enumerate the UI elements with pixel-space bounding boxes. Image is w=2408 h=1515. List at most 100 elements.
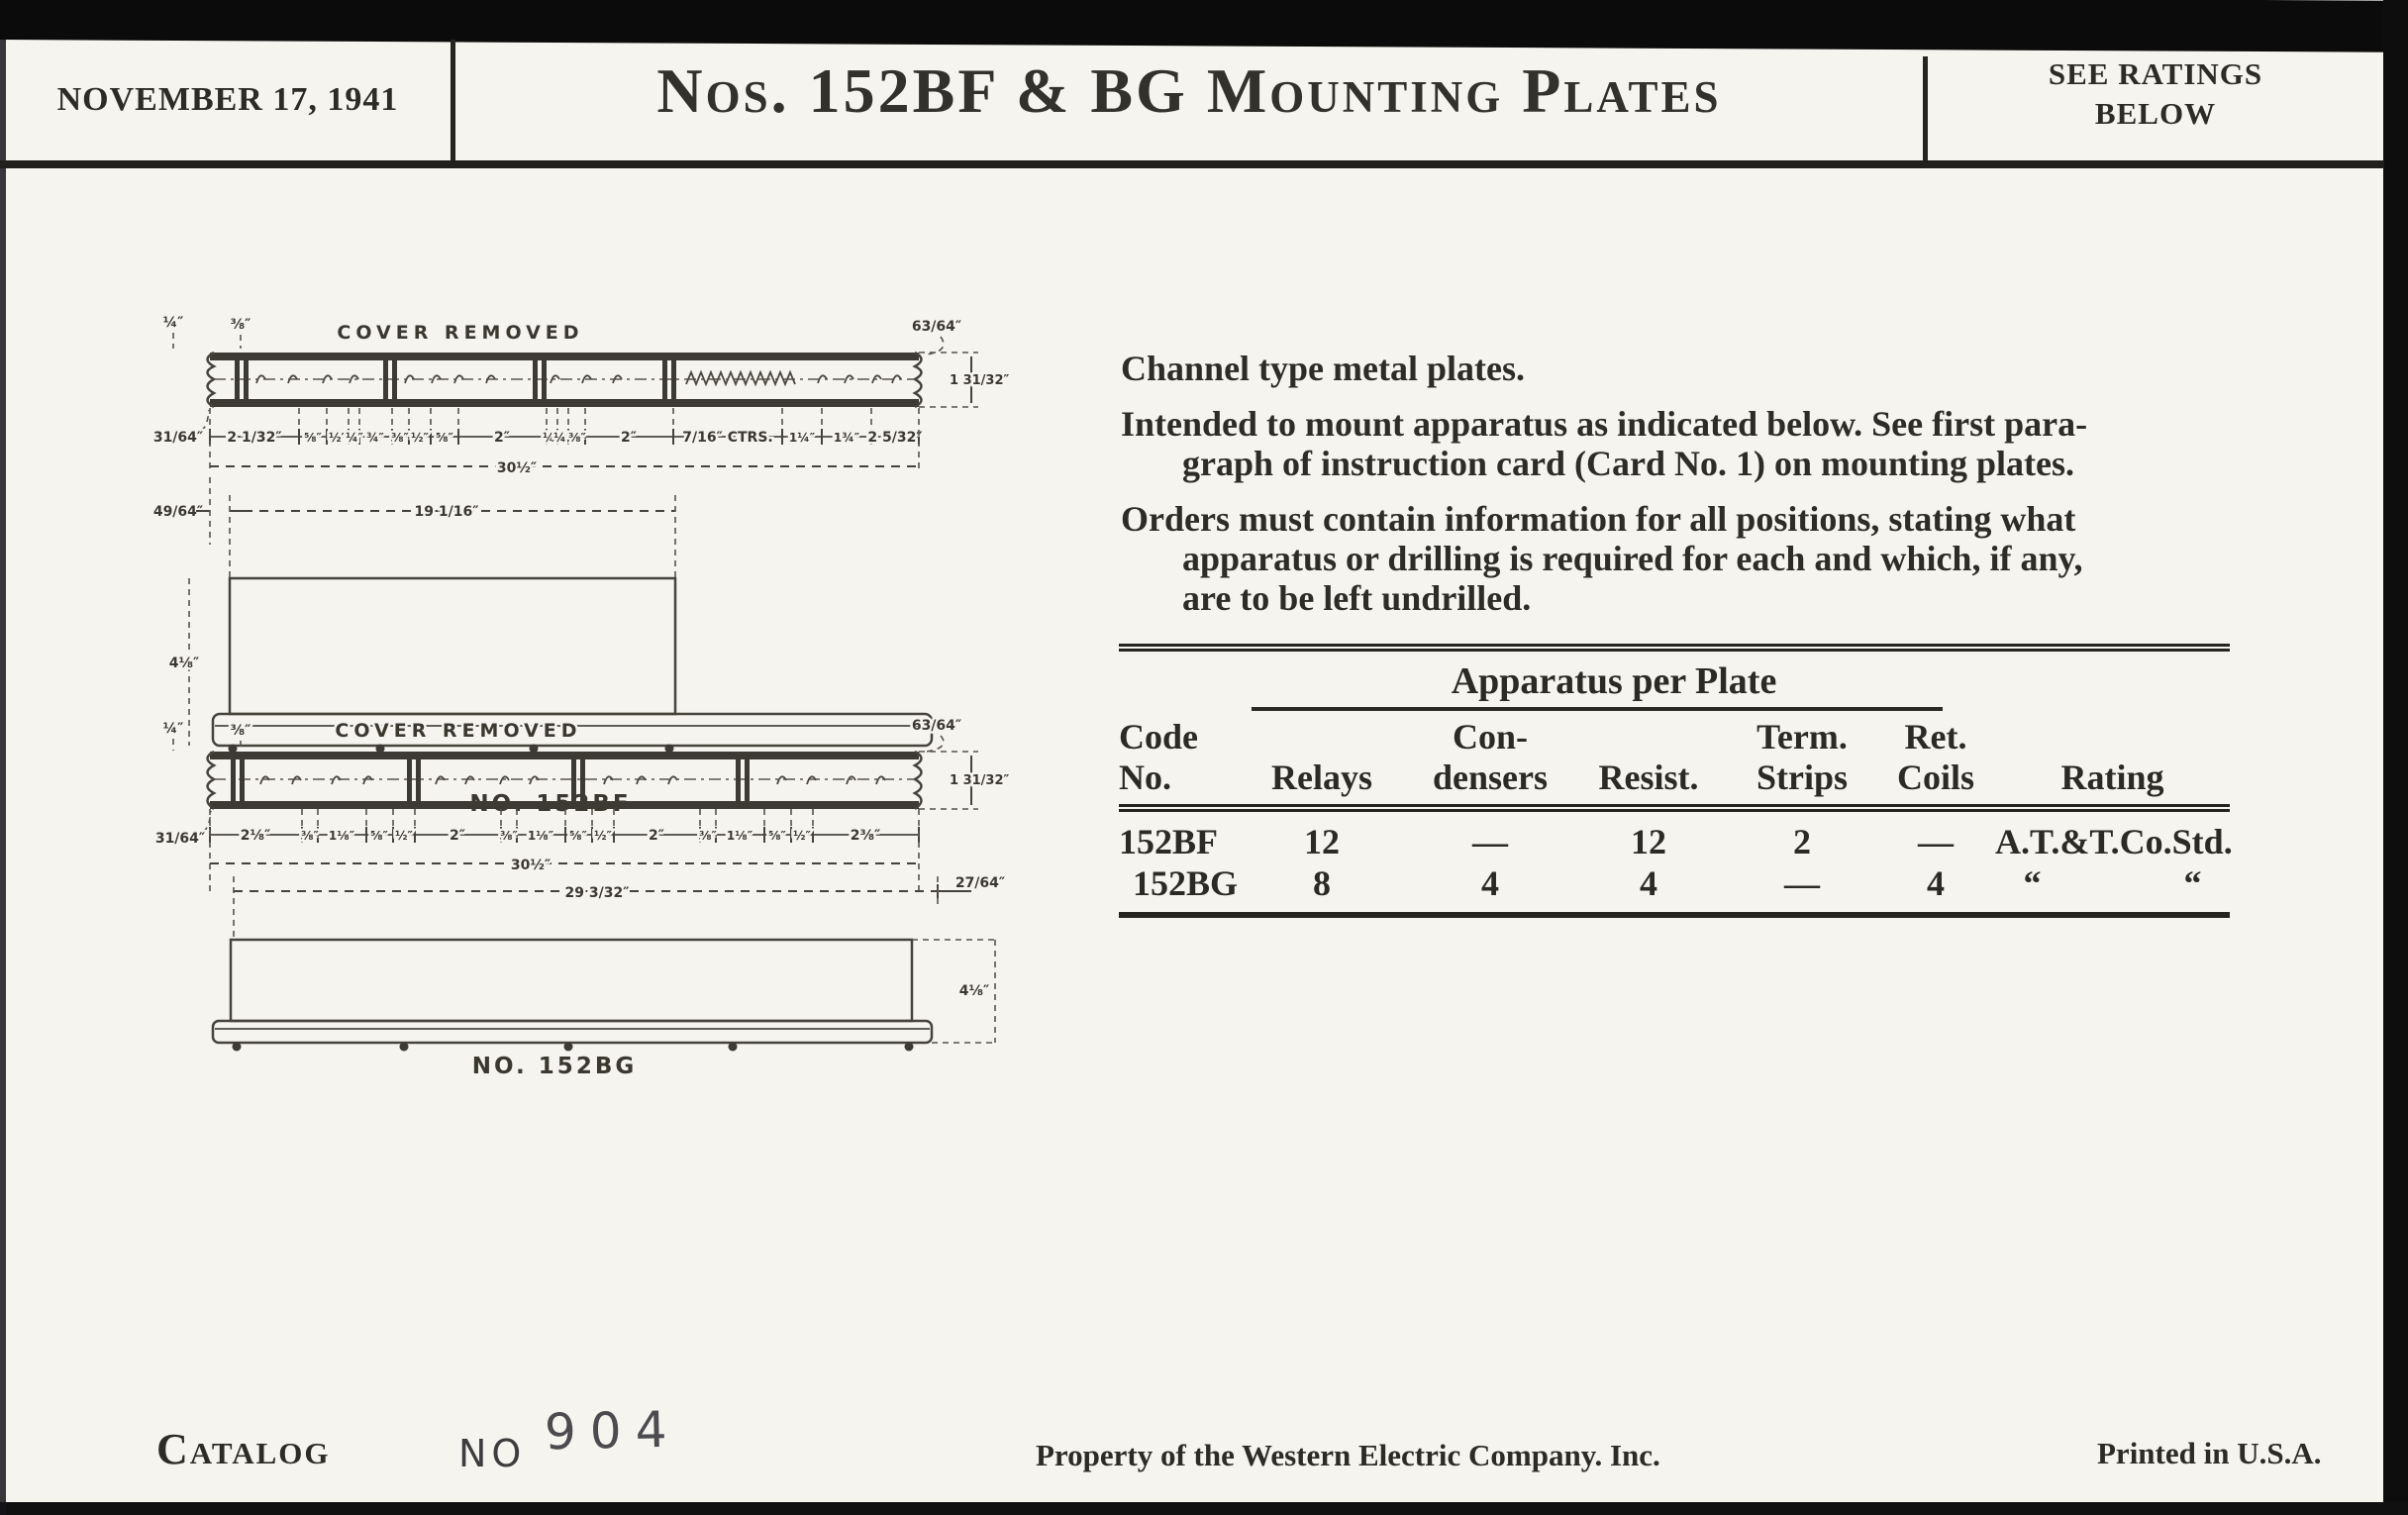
ratings-note-line2: BELOW — [2094, 96, 2217, 131]
property-notice: Property of the Western Electric Company… — [1036, 1438, 1660, 1472]
dim-label: 2 5/32″ — [867, 430, 922, 446]
mounting-bars — [231, 757, 750, 805]
col-header-line: Con- — [1452, 717, 1528, 757]
col-header-line: Relays — [1271, 758, 1372, 797]
header-divider-right — [1923, 56, 1928, 164]
dim-label: ½″ — [594, 829, 612, 843]
dim-label: 1⅛″ — [727, 829, 753, 843]
paragraph-3: Orders must contain information for all … — [1121, 499, 2259, 618]
col-header-line: densers — [1433, 758, 1548, 797]
profile-extension-lines — [233, 876, 939, 940]
cell-ret: — — [1918, 822, 1954, 861]
catalog-number-stamp: 904 — [544, 1400, 682, 1462]
col-header-condensers: Con- densers — [1411, 717, 1569, 798]
scan-black-bottom — [0, 1502, 2408, 1515]
dim-label: 4⅛″ — [169, 656, 200, 671]
base-profile — [211, 712, 934, 748]
hole-marks — [259, 775, 886, 785]
catalog-label: Catalog — [156, 1425, 331, 1473]
dim-label: ¾″ — [366, 431, 384, 445]
col-header-ret-coils: Ret. Coils — [1876, 717, 1995, 798]
col-header-line: Coils — [1896, 758, 1974, 797]
dim-label: ½″ — [411, 431, 429, 445]
dim-label: 63/64″ — [912, 718, 961, 734]
dimension-drop-lines — [298, 408, 872, 429]
paragraph-2: Intended to mount apparatus as indicated… — [1121, 404, 2259, 483]
dim-label: 2⅜″ — [851, 828, 881, 844]
dim-label: ⅜″ — [231, 723, 251, 739]
dim-label: ⅜″ — [231, 317, 251, 333]
dim-label: ¼″ — [553, 431, 571, 445]
cell-ret: 4 — [1927, 863, 1945, 903]
dim-label: ½″ — [395, 829, 413, 843]
col-header-line — [1233, 717, 1411, 758]
printed-in-usa: Printed in U.S.A. — [2097, 1436, 2322, 1470]
col-header-term-strips: Term. Strips — [1728, 717, 1876, 798]
cell-rating: “ “ — [2023, 863, 2202, 903]
paragraph-1: Channel type metal plates. — [1121, 349, 2259, 388]
plate-bottom-edge — [210, 399, 919, 407]
cell-relays: 8 — [1313, 863, 1331, 903]
table-header-row: Code No. Relays Con- densers Resist. Ter… — [1119, 717, 2230, 798]
header-date: NOVEMBER 17, 1941 — [56, 81, 399, 118]
dim-label: 1¼″ — [789, 431, 816, 445]
drawing-152bg: COVER REMOVED 2⅛″ ⅜″ 1⅛″ ⅝″ ½″ 2″ ⅜″ 1⅛″… — [152, 716, 1012, 1082]
paragraph-line: Channel type metal plates. — [1121, 349, 1525, 388]
paragraph-line: are to be left undrilled. — [1182, 578, 1532, 618]
dim-label: 49/64″ — [153, 504, 203, 520]
plate-top-edge — [210, 752, 919, 759]
paragraph-line: Intended to mount apparatus as indicated… — [1121, 404, 2088, 444]
dim-label: ¼″ — [163, 315, 184, 331]
table-row: 152BG 8 4 4 — 4 “ “ — [1119, 862, 2230, 904]
dim-label: ⅜″ — [391, 431, 409, 445]
dim-label: ⅜″ — [699, 829, 717, 843]
header-divider-left — [451, 40, 455, 164]
paragraph-line: Orders must contain information for all … — [1121, 499, 2076, 539]
overall-extension-lines — [209, 809, 920, 896]
col-header-code: Code No. — [1119, 717, 1233, 798]
dim-label: 63/64″ — [912, 319, 961, 335]
leader-lines — [172, 739, 242, 836]
col-header-line: Resist. — [1598, 758, 1699, 797]
cell-condensers: 4 — [1481, 863, 1499, 903]
cover-removed-label: COVER REMOVED — [337, 322, 583, 344]
cover-profile — [229, 938, 914, 1023]
col-header-line: No. — [1119, 758, 1171, 797]
dim-label: ⅝″ — [768, 829, 786, 843]
page-title: Nos. 152BF & BG Mounting Plates — [656, 55, 1722, 126]
scan-black-right — [2383, 0, 2408, 1515]
plate-right-break — [912, 750, 923, 811]
col-header-resist: Resist. — [1569, 717, 1728, 798]
dim-label: ¼″ — [543, 431, 560, 445]
col-header-line: Ret. — [1904, 717, 1967, 757]
table-mid-rule — [1119, 804, 2230, 812]
dim-label: 1⅛″ — [528, 829, 554, 843]
plate-left-break — [206, 351, 217, 409]
plate-right-break — [912, 351, 923, 409]
ratings-note: SEE RATINGS BELOW — [1928, 54, 2383, 134]
dim-label: 1¾″ — [834, 431, 860, 445]
table-bottom-rule — [1119, 912, 2230, 918]
dim-label: ⅝″ — [370, 829, 388, 843]
dim-label: ½″ — [793, 829, 811, 843]
dim-label: 31/64″ — [153, 430, 203, 446]
drawing-caption: NO. 152BG — [472, 1054, 637, 1079]
dim-label: 7/16″ CTRS. — [682, 430, 772, 446]
col-header-line — [1569, 717, 1728, 758]
dim-label: 27/64″ — [955, 875, 1005, 891]
dim-label: ⅜″ — [500, 829, 518, 843]
dim-label: 1⅛″ — [329, 829, 355, 843]
profile-extension-lines — [209, 477, 676, 578]
dim-label: 2 1/32″ — [227, 430, 281, 446]
mounting-feet — [228, 744, 674, 754]
dim-label: 1 31/32″ — [950, 373, 1010, 388]
description-block: Channel type metal plates. Intended to m… — [1121, 349, 2259, 634]
height-extension-line — [912, 939, 997, 1044]
scan-black-left — [0, 40, 6, 1515]
dim-label: ⅝″ — [304, 431, 322, 445]
table-title-underline — [1252, 707, 1943, 711]
extension-lines — [919, 336, 978, 408]
col-header-line: Code — [1119, 717, 1198, 757]
dimension-ticks — [209, 429, 920, 445]
